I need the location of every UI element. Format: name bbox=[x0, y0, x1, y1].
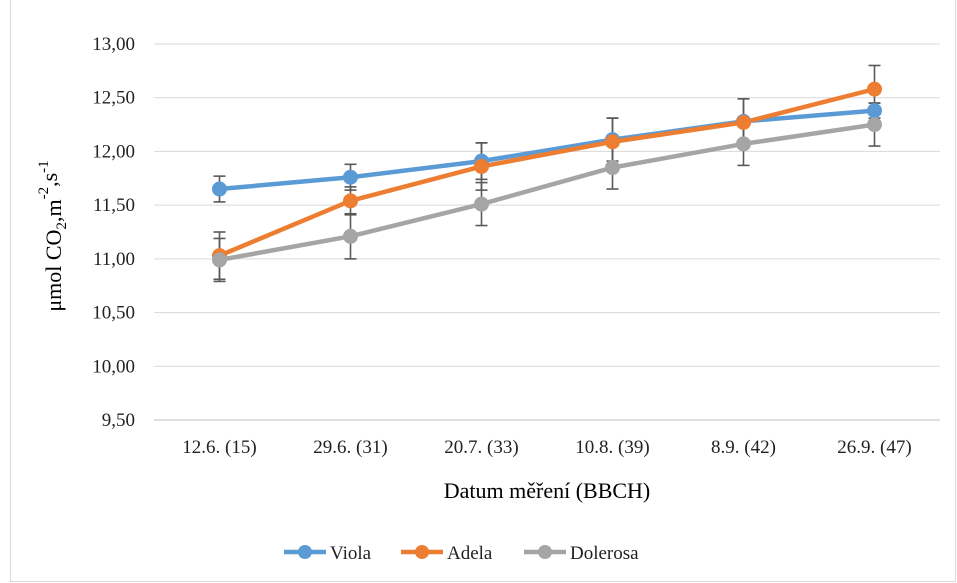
data-point-adela bbox=[474, 158, 489, 174]
data-point-adela bbox=[605, 134, 620, 150]
y-axis-title-subscript: 2 bbox=[54, 222, 70, 230]
y-axis-title-text: ,s bbox=[37, 173, 62, 187]
x-tick-label: 26.9. (47) bbox=[837, 437, 911, 458]
y-axis-title-text: ,m bbox=[41, 199, 66, 222]
x-tick-label: 8.9. (42) bbox=[711, 437, 776, 458]
data-point-dolerosa bbox=[343, 228, 358, 244]
legend-item-dolerosa: Dolerosa bbox=[524, 543, 639, 564]
x-tick-label: 29.6. (31) bbox=[313, 437, 387, 458]
x-axis-ticks: 12.6. (15) 29.6. (31) 20.7. (33) 10.8. (39)… bbox=[182, 437, 911, 458]
data-point-viola bbox=[212, 181, 227, 197]
data-point-dolerosa bbox=[605, 160, 620, 176]
x-tick-label: 20.7. (33) bbox=[444, 437, 518, 458]
y-axis-title-text: μmol CO bbox=[41, 230, 66, 312]
data-point-viola bbox=[867, 103, 882, 119]
data-point-viola bbox=[343, 169, 358, 185]
y-tick-label: 10,50 bbox=[92, 303, 135, 324]
y-tick-label: 11,00 bbox=[93, 249, 135, 270]
y-tick-label: 12,50 bbox=[92, 88, 135, 109]
markers bbox=[212, 81, 882, 268]
x-axis-title: Datum měření (BBCH) bbox=[444, 478, 651, 503]
data-point-adela bbox=[736, 114, 751, 130]
legend-item-viola: Viola bbox=[284, 543, 372, 564]
series-line-viola bbox=[217, 108, 877, 192]
y-axis-title-superscript: -2 bbox=[36, 187, 52, 200]
legend: Viola Adela Dolerosa bbox=[284, 543, 639, 564]
series-group bbox=[217, 86, 877, 263]
y-tick-label: 13,00 bbox=[92, 34, 135, 55]
y-tick-label: 10,00 bbox=[92, 356, 135, 377]
gridlines bbox=[154, 43, 940, 367]
series-line-dolerosa bbox=[217, 122, 877, 263]
y-tick-label: 12,00 bbox=[92, 141, 135, 162]
y-tick-label: 9,50 bbox=[102, 410, 135, 431]
y-axis-ticks: 9,50 10,00 10,50 11,00 11,50 12,00 12,50 13,00 bbox=[92, 34, 135, 431]
legend-label: Dolerosa bbox=[570, 543, 639, 564]
chart-frame: 9,50 10,00 10,50 11,00 11,50 12,00 12,50 13,00 … bbox=[10, 0, 956, 582]
legend-marker bbox=[298, 545, 312, 559]
y-axis-title-superscript: -1 bbox=[36, 160, 52, 173]
series-line-adela bbox=[217, 86, 877, 258]
data-point-dolerosa bbox=[867, 117, 882, 133]
data-point-dolerosa bbox=[212, 252, 227, 268]
data-point-adela bbox=[867, 81, 882, 97]
x-tick-label: 12.6. (15) bbox=[182, 437, 256, 458]
line-chart: 9,5010,0010,5011,0011,5012,0012,5013,00 … bbox=[36, 34, 940, 564]
y-axis-title: μmol CO2,m-2,s-1 bbox=[36, 160, 70, 311]
legend-item-adela: Adela bbox=[401, 543, 493, 564]
data-point-adela bbox=[343, 193, 358, 209]
legend-marker bbox=[415, 545, 429, 559]
legend-marker bbox=[538, 545, 552, 559]
x-tick-label: 10.8. (39) bbox=[575, 437, 649, 458]
legend-label: Adela bbox=[447, 543, 493, 564]
data-point-dolerosa bbox=[736, 136, 751, 152]
data-point-dolerosa bbox=[474, 196, 489, 212]
y-tick-label: 11,50 bbox=[93, 195, 135, 216]
legend-label: Viola bbox=[330, 543, 372, 564]
